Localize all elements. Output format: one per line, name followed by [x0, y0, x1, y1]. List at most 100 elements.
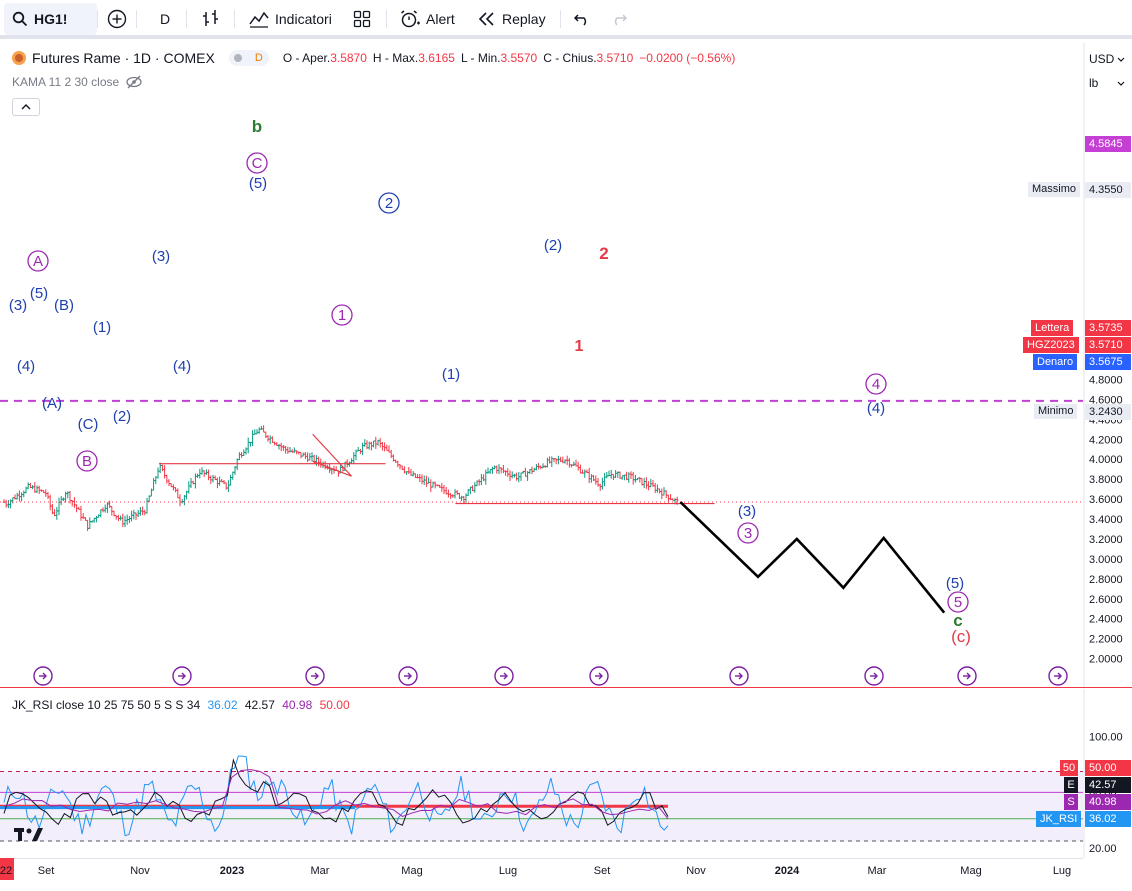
wave-label-2-left: (2) [113, 408, 131, 425]
level-price-tag: 4.5845 [1085, 136, 1131, 152]
wave-label-5-left: (5) [30, 285, 48, 302]
wave-label-b-green: b [252, 117, 262, 136]
chevron-up-icon [21, 104, 31, 110]
rsi-main-line [3, 755, 669, 837]
wave-label-4-proj: (4) [867, 400, 885, 417]
wave-label-B-paren: (B) [54, 297, 74, 314]
currency-label: USD [1089, 52, 1115, 66]
undo-button[interactable] [573, 6, 591, 32]
replay-button[interactable]: Replay [478, 6, 546, 32]
interval-button[interactable]: D [160, 6, 170, 32]
price-tick-label: 3.4000 [1089, 514, 1123, 526]
redo-icon [614, 14, 628, 26]
time-tick-label: Nov [686, 865, 706, 877]
price-tick-label: 3.6000 [1089, 494, 1123, 506]
indicators-label: Indicatori [275, 11, 332, 27]
grid-layout-icon [353, 10, 371, 28]
event-marker-arrowhead [1057, 672, 1062, 680]
wave-label-A-paren: (A) [42, 395, 62, 412]
price-tick-label: 2.6000 [1089, 594, 1123, 606]
wave-label-circle-4-proj: 4 [872, 376, 880, 393]
rsi-tag-e-value: 42.57 [1085, 777, 1131, 793]
event-marker-arrowhead [598, 672, 603, 680]
event-marker-arrowhead [873, 672, 878, 680]
chart-background [0, 43, 1132, 688]
wave-label-red-1: 1 [575, 338, 584, 355]
market-status-badge[interactable]: D [228, 50, 269, 66]
event-marker-arrowhead [407, 672, 412, 680]
toolbar-divider [560, 10, 561, 28]
top-toolbar: HG1! D Indicatori Alert Replay [0, 0, 1132, 39]
wave-label-3-proj: (3) [738, 503, 756, 520]
replay-label: Replay [502, 11, 546, 27]
wave-label-circle-4-proj-circle [865, 373, 887, 395]
wave-label-B-circle [76, 450, 98, 472]
symbol-search-button[interactable]: HG1! [4, 3, 97, 35]
bid-price-tag: 3.5675 [1085, 354, 1131, 370]
wave-label-B: B [82, 453, 92, 470]
rsi-tick-label: 20.00 [1089, 843, 1117, 855]
legend-row: Futures Rame · 1D · COMEX D O - Aper. 3.… [12, 50, 735, 66]
redo-button[interactable] [610, 6, 628, 32]
ask-price-tag: 3.5735 [1085, 320, 1131, 336]
event-marker-arrowhead [42, 672, 47, 680]
wave-label-red-2: 2 [599, 244, 608, 263]
close-value: 3.5710 [596, 51, 634, 65]
wave-label-circle-3-proj: 3 [744, 525, 752, 542]
toolbar-divider [97, 10, 98, 28]
triangle-red [312, 433, 352, 477]
undo-icon [573, 14, 587, 26]
rsi-tick-label: 100.00 [1089, 732, 1123, 744]
time-tick-label: Set [594, 865, 611, 877]
rsi-tag-50-label: 50 [1060, 760, 1078, 776]
wave-label-circle-2: 2 [385, 195, 393, 212]
wave-label-A: A [33, 253, 43, 270]
rsi-legend[interactable]: JK_RSI close 10 25 75 50 5 S S 34 36.02 … [12, 698, 350, 712]
rsi-legend-v2: 42.57 [244, 698, 275, 712]
rsi-signal-line [3, 769, 669, 820]
wave-label-circle-1: 1 [338, 307, 346, 324]
instrument-title: Futures Rame · 1D · COMEX [32, 50, 215, 66]
hidden-eye-icon[interactable] [125, 75, 143, 89]
time-axis[interactable]: 22 Set Nov 2023 Mar Mag Lug Set Nov 2024 Mar Mag Lug [0, 858, 1132, 891]
alert-button[interactable]: Alert [399, 6, 455, 32]
drawing-lines [0, 399, 1083, 614]
change-value: −0.0200 (−0.56%) [639, 51, 736, 65]
price-tick-label: 4.8000 [1089, 374, 1123, 386]
wave-label-2-mid: (2) [544, 237, 562, 254]
time-tick-label: Set [38, 865, 55, 877]
rsi-legend-v1: 36.02 [207, 698, 238, 712]
min-price-tag: 3.2430 [1085, 404, 1131, 420]
currency-select[interactable]: USD [1086, 49, 1128, 69]
open-label: O - Aper. [282, 51, 331, 65]
unit-select[interactable]: lb [1086, 73, 1128, 93]
tradingview-logo[interactable] [14, 826, 44, 847]
close-label: C - Chius. [543, 51, 597, 65]
layouts-button[interactable] [353, 6, 371, 32]
alert-label: Alert [426, 11, 455, 27]
toolbar-divider [186, 10, 187, 28]
chart-type-button[interactable] [202, 6, 220, 32]
event-marker-arrowhead [503, 672, 508, 680]
kama-label: KAMA 11 2 30 close [12, 75, 120, 89]
wave-label-circle-5-proj: 5 [954, 594, 962, 611]
indicators-button[interactable]: Indicatori [248, 6, 332, 32]
interval-label: D [160, 11, 171, 27]
open-value: 3.5870 [330, 51, 367, 65]
wave-label-A-circle [27, 250, 49, 272]
wave-label-1-left: (1) [93, 319, 111, 336]
rsi-tag-s-value: 40.98 [1085, 794, 1131, 810]
wave-label-3: (3) [152, 248, 170, 265]
time-tick-label: Nov [130, 865, 150, 877]
kama-legend[interactable]: KAMA 11 2 30 close [12, 75, 143, 89]
price-tick-label: 4.6000 [1089, 394, 1123, 406]
ask-label: Lettera [1031, 320, 1074, 336]
rsi-tag-s-label: S [1064, 794, 1078, 810]
rewind-icon [478, 12, 494, 26]
symbol-label: HG1! [34, 11, 68, 27]
compare-symbol-button[interactable] [107, 6, 127, 32]
collapse-legend-button[interactable] [12, 98, 40, 116]
rsi-legend-name: JK_RSI close 10 25 75 50 5 S S 34 [12, 698, 201, 712]
